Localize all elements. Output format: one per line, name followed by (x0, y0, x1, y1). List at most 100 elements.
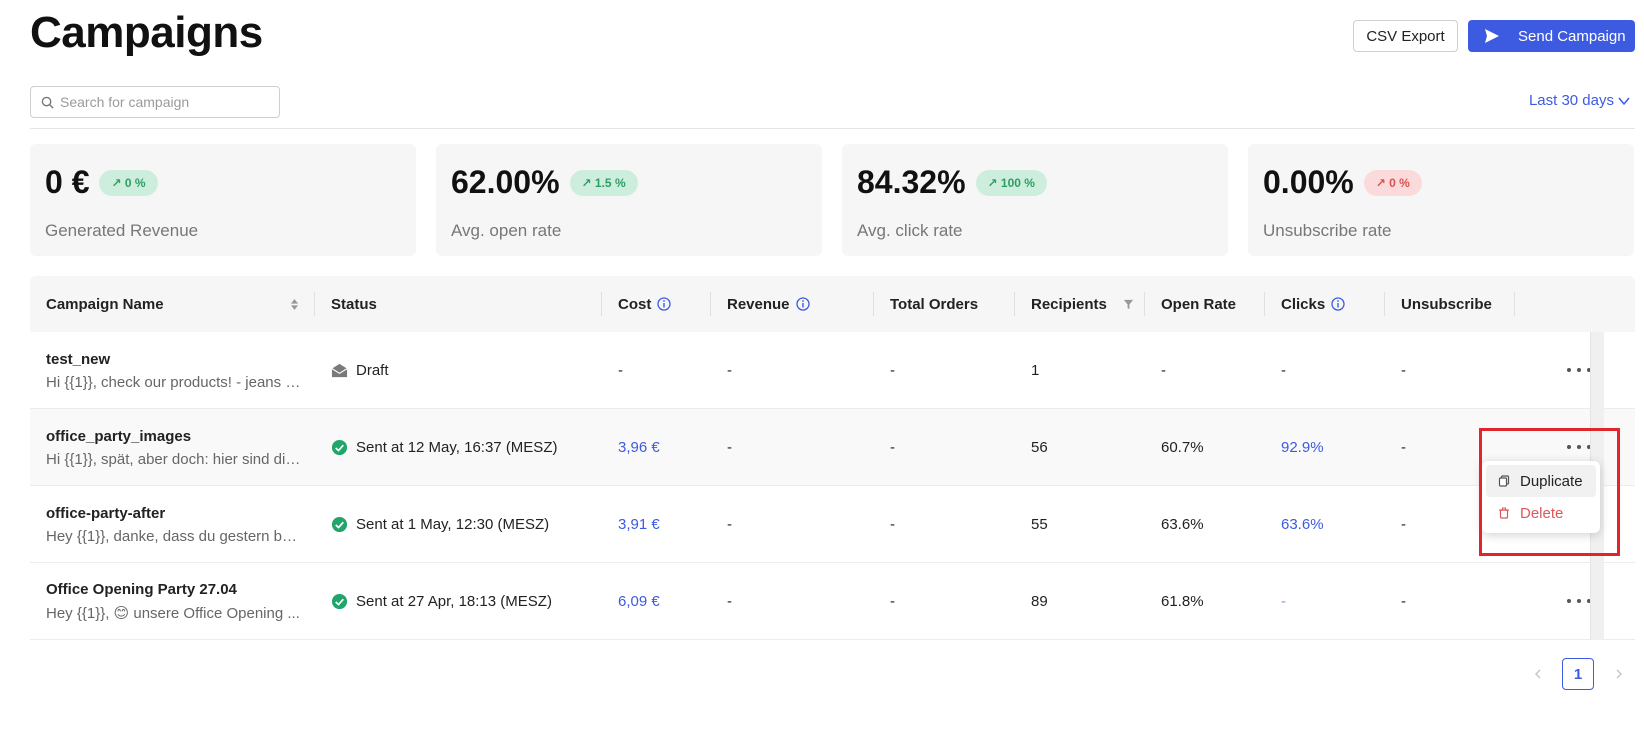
campaign-name[interactable]: office-party-after (46, 504, 166, 522)
check-circle-icon (331, 439, 348, 456)
recipients-cell: 1 (1031, 362, 1040, 379)
stat-delta-badge: ↗ 1.5 % (569, 169, 638, 196)
revenue-cell: - (727, 362, 732, 379)
campaign-name-cell: Office Opening Party 27.04 Hey {{1}}, 😊 … (30, 563, 301, 640)
campaign-preview: Hi {{1}}, check our products! - jeans -.… (46, 373, 301, 391)
stats-cards: 0 € ↗ 0 % Generated Revenue 62.00% ↗ 1.5 %… (30, 144, 1634, 256)
delete-label: Delete (1520, 504, 1564, 522)
highlight-box (1479, 428, 1620, 556)
column-header-status: Status (315, 276, 602, 332)
info-icon[interactable] (795, 297, 810, 311)
cost-cell[interactable]: 3,91 € (618, 516, 660, 533)
campaign-preview: Hi {{1}}, spät, aber doch: hier sind die… (46, 450, 301, 468)
table-row[interactable]: test_new Hi {{1}}, check our products! -… (30, 332, 1635, 409)
status-text: Sent at 12 May, 16:37 (MESZ) (356, 439, 558, 456)
more-options-icon[interactable] (1567, 437, 1591, 457)
orders-cell: - (890, 593, 895, 610)
campaign-name-cell: office-party-after Hey {{1}}, danke, das… (30, 486, 301, 563)
envelope-open-icon (331, 363, 348, 378)
column-header-open-rate: Open Rate (1145, 276, 1265, 332)
campaign-name-cell: office_party_images Hi {{1}}, spät, aber… (30, 409, 301, 486)
info-icon[interactable] (657, 297, 671, 311)
search-input[interactable] (60, 94, 270, 110)
cost-cell: - (618, 362, 623, 379)
campaign-name[interactable]: Office Opening Party 27.04 (46, 581, 237, 598)
column-header-unsubscribe: Unsubscribe (1385, 276, 1515, 332)
stat-label: Generated Revenue (45, 221, 199, 240)
open-rate-cell: 63.6% (1161, 516, 1204, 533)
column-header-cost: Cost (602, 276, 711, 332)
stat-delta-badge: ↗ 0 % (99, 169, 158, 196)
sort-icon[interactable] (290, 298, 299, 311)
row-actions-menu: Duplicate Delete (1482, 461, 1600, 533)
pagination-prev-button[interactable] (1528, 664, 1548, 684)
cost-cell[interactable]: 6,09 € (618, 593, 660, 610)
copy-icon (1498, 475, 1510, 487)
cost-cell[interactable]: 3,96 € (618, 439, 660, 456)
orders-cell: - (890, 362, 895, 379)
campaign-name[interactable]: office_party_images (46, 427, 192, 445)
info-icon[interactable] (1331, 297, 1345, 311)
status-cell: Sent at 27 Apr, 18:13 (MESZ) (315, 563, 552, 640)
more-options-icon[interactable] (1567, 360, 1591, 380)
search-box[interactable] (30, 86, 280, 118)
open-rate-cell: 60.7% (1161, 439, 1204, 456)
clicks-cell[interactable]: 63.6% (1281, 516, 1324, 533)
delete-menu-item[interactable]: Delete (1486, 497, 1596, 529)
clicks-cell[interactable]: 92.9% (1281, 439, 1324, 456)
recipients-cell: 55 (1031, 516, 1048, 533)
pagination-page-button[interactable]: 1 (1562, 658, 1594, 690)
stat-label: Unsubscribe rate (1263, 221, 1392, 240)
check-circle-icon (331, 593, 348, 610)
stat-card-open-rate: 62.00% ↗ 1.5 % Avg. open rate (436, 144, 822, 256)
campaign-name-cell: test_new Hi {{1}}, check our products! -… (30, 332, 301, 409)
stat-label: Avg. open rate (451, 221, 562, 240)
clicks-cell: - (1281, 362, 1286, 379)
chevron-left-icon (1535, 669, 1541, 679)
status-cell: Sent at 12 May, 16:37 (MESZ) (315, 409, 557, 486)
pagination-next-button[interactable] (1609, 664, 1629, 684)
stat-card-unsubscribe-rate: 0.00% ↗ 0 % Unsubscribe rate (1248, 144, 1634, 256)
csv-export-label: CSV Export (1366, 27, 1445, 45)
unsubscribe-cell: - (1401, 516, 1406, 533)
chevron-down-icon (1618, 97, 1630, 105)
trash-icon (1499, 507, 1509, 519)
unsubscribe-cell: - (1401, 362, 1406, 379)
stat-delta-badge: ↗ 0 % (1363, 169, 1422, 196)
table-row[interactable]: Office Opening Party 27.04 Hey {{1}}, 😊 … (30, 563, 1635, 640)
clicks-cell: - (1281, 593, 1286, 610)
more-options-icon[interactable] (1567, 591, 1591, 611)
recipients-cell: 89 (1031, 593, 1048, 610)
campaign-preview: Hey {{1}}, danke, dass du gestern bei ..… (46, 527, 301, 545)
column-header-revenue: Revenue (711, 276, 874, 332)
send-campaign-label: Send Campaign (1518, 27, 1626, 45)
status-text: Sent at 27 Apr, 18:13 (MESZ) (356, 593, 552, 610)
revenue-cell: - (727, 439, 732, 456)
column-header-recipients: Recipients (1015, 276, 1145, 332)
search-icon (41, 96, 54, 109)
status-cell: Draft (315, 332, 389, 409)
status-text: Sent at 1 May, 12:30 (MESZ) (356, 516, 550, 533)
campaign-name[interactable]: test_new (46, 350, 111, 368)
open-rate-cell: 61.8% (1161, 593, 1204, 610)
recipients-cell: 56 (1031, 439, 1048, 456)
status-cell: Sent at 1 May, 12:30 (MESZ) (315, 486, 549, 563)
chevron-right-icon (1616, 669, 1622, 679)
filter-icon[interactable] (1123, 299, 1134, 310)
column-header-campaign-name[interactable]: Campaign Name (30, 276, 315, 332)
campaigns-table: Campaign Name Status Cost Revenue Total … (30, 276, 1635, 640)
date-range-label: Last 30 days (1528, 92, 1614, 109)
orders-cell: - (890, 439, 895, 456)
column-header-clicks: Clicks (1265, 276, 1385, 332)
duplicate-menu-item[interactable]: Duplicate (1486, 465, 1596, 497)
table-row[interactable]: office-party-after Hey {{1}}, danke, das… (30, 486, 1635, 563)
send-campaign-button[interactable]: Send Campaign (1468, 20, 1635, 52)
table-row[interactable]: office_party_images Hi {{1}}, spät, aber… (30, 409, 1635, 486)
page-title: Campaigns (30, 8, 263, 57)
check-circle-icon (331, 516, 348, 533)
date-range-select[interactable]: Last 30 days (1529, 92, 1630, 109)
csv-export-button[interactable]: CSV Export (1353, 20, 1458, 52)
column-header-total-orders: Total Orders (874, 276, 1015, 332)
revenue-cell: - (727, 516, 732, 533)
status-text: Draft (356, 362, 389, 379)
